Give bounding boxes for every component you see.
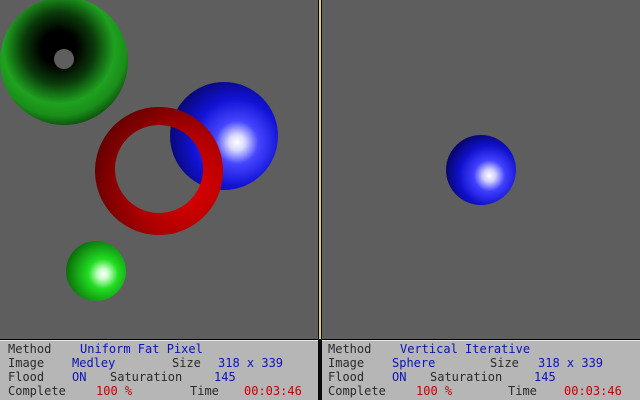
complete-label: Complete — [8, 384, 66, 398]
complete-row: Complete 100 % Time 00:03:46 — [322, 384, 640, 398]
blue-sphere — [446, 135, 516, 205]
flood-value: ON — [72, 370, 87, 384]
size-value: 318 x 339 — [218, 356, 284, 370]
size-value: 318 x 339 — [538, 356, 604, 370]
time-label: Time — [508, 384, 537, 398]
flood-row: Flood ON Saturation 145 — [322, 370, 640, 384]
blue-sphere — [170, 82, 278, 190]
render-viewport-right — [322, 0, 640, 339]
size-label: Size — [490, 356, 519, 370]
render-viewport-left — [0, 0, 318, 339]
image-value: Medley — [72, 356, 116, 370]
green-torus — [0, 0, 128, 125]
time-value: 00:03:46 — [244, 384, 302, 398]
red-torus — [95, 107, 224, 236]
flood-value: ON — [392, 370, 407, 384]
image-row: Image Medley Size 318 x 339 — [0, 356, 318, 370]
flood-label: Flood — [8, 370, 45, 384]
method-label: Method — [8, 342, 52, 356]
saturation-value: 145 — [214, 370, 236, 384]
flood-label: Flood — [328, 370, 365, 384]
image-label: Image — [8, 356, 45, 370]
image-row: Image Sphere Size 318 x 339 — [322, 356, 640, 370]
scene-medley — [0, 0, 278, 301]
complete-value: 100 % — [96, 384, 133, 398]
viewport-divider-line — [319, 0, 321, 339]
saturation-value: 145 — [534, 370, 556, 384]
method-label: Method — [328, 342, 372, 356]
complete-value: 100 % — [416, 384, 453, 398]
size-label: Size — [172, 356, 201, 370]
method-row: Method Vertical Iterative — [322, 342, 640, 356]
saturation-label: Saturation — [430, 370, 503, 384]
status-panel-right: Method Vertical Iterative Image Sphere S… — [322, 340, 640, 400]
scene-sphere — [446, 135, 516, 205]
method-value: Uniform Fat Pixel — [80, 342, 203, 356]
method-value: Vertical Iterative — [400, 342, 531, 356]
flood-row: Flood ON Saturation 145 — [0, 370, 318, 384]
time-value: 00:03:46 — [564, 384, 622, 398]
time-label: Time — [190, 384, 219, 398]
method-row: Method Uniform Fat Pixel — [0, 342, 318, 356]
saturation-label: Saturation — [110, 370, 183, 384]
image-value: Sphere — [392, 356, 436, 370]
status-panel-left: Method Uniform Fat Pixel Image Medley Si… — [0, 340, 318, 400]
image-label: Image — [328, 356, 365, 370]
complete-row: Complete 100 % Time 00:03:46 — [0, 384, 318, 398]
green-sphere — [66, 241, 126, 301]
complete-label: Complete — [328, 384, 386, 398]
